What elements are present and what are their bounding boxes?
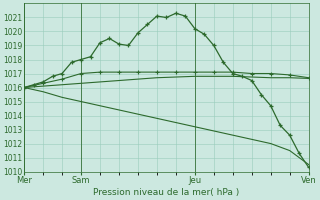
X-axis label: Pression niveau de la mer( hPa ): Pression niveau de la mer( hPa ) <box>93 188 239 197</box>
